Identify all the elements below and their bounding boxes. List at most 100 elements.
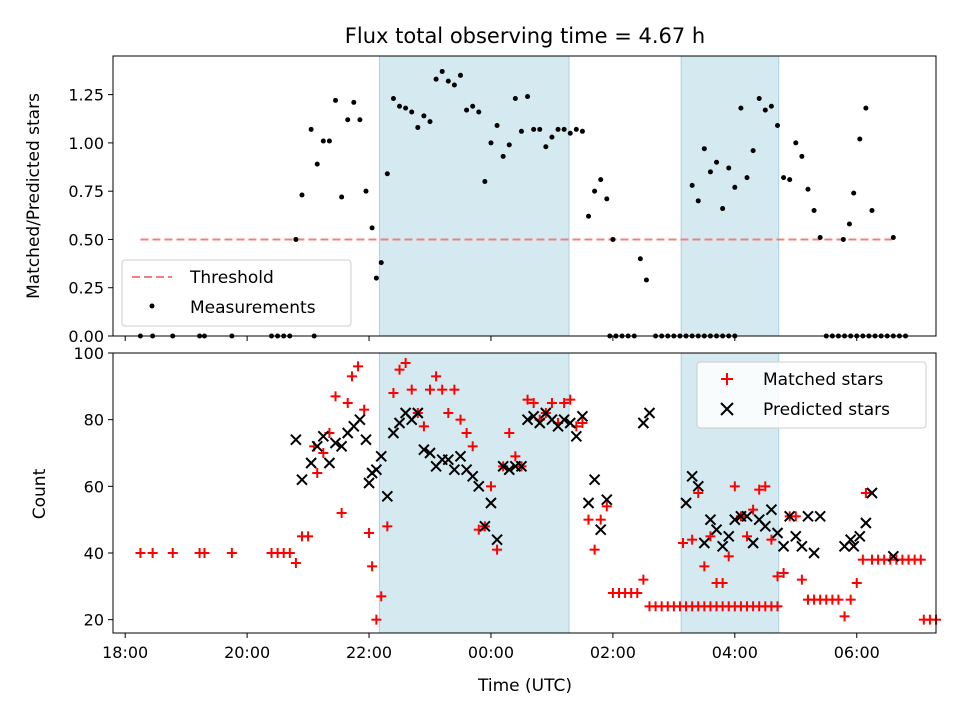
measurement-point — [863, 105, 869, 111]
measurement-point — [373, 275, 379, 281]
measurement-point — [592, 188, 598, 194]
predicted-star-point — [790, 530, 802, 543]
legend-threshold-label: Threshold — [189, 268, 274, 288]
measurement-point — [390, 95, 396, 101]
bottom-x-ticks: 18:00 20:00 22:00 00:00 02:00 04:00 06:00 — [102, 633, 880, 662]
top-shaded-spans — [378, 55, 780, 337]
predicted-star-point — [375, 450, 387, 463]
legend-measurements-swatch — [149, 303, 155, 309]
measurement-point — [512, 95, 518, 101]
bottom-y-ticks: 20 40 60 80 100 — [73, 344, 113, 630]
bottom-axes-frame — [112, 352, 937, 634]
matched-star-point — [790, 511, 801, 522]
predicted-star-point — [387, 427, 400, 439]
measurement-point — [567, 130, 573, 136]
measurement-point — [750, 148, 756, 154]
matched-star-point — [284, 548, 295, 558]
matched-star-point — [833, 594, 844, 605]
measurement-point — [293, 236, 299, 242]
matched-star-point — [135, 548, 146, 558]
predicted-star-point — [442, 453, 455, 466]
predicted-star-point — [354, 413, 366, 426]
matched-star-point — [167, 548, 178, 558]
predicted-star-point — [570, 430, 583, 443]
measurement-point — [314, 161, 320, 167]
measurement-point — [409, 109, 415, 115]
top-y-ticks: 0.00 0.25 0.50 0.75 1.00 1.25 — [68, 86, 113, 346]
shaded-span — [378, 352, 570, 634]
matched-star-point — [346, 371, 357, 382]
matched-star-point — [492, 544, 503, 555]
top-panel: 0.00 0.25 0.50 0.75 1.00 1.25 Flux total obse… — [24, 24, 937, 346]
shaded-span — [378, 55, 570, 337]
matched-star-point — [729, 481, 740, 492]
legend-matched-label: Matched stars — [763, 370, 883, 390]
predicted-star-point — [741, 510, 753, 523]
measurement-point — [421, 113, 427, 119]
measurement-point — [320, 138, 326, 144]
matched-star-point — [336, 508, 347, 518]
matched-star-point — [860, 488, 871, 498]
measurement-point — [299, 192, 305, 198]
predicted-star-point — [503, 463, 515, 476]
matched-star-point — [226, 548, 237, 558]
x-tick-label: 04:00 — [712, 643, 758, 662]
measurement-point — [793, 140, 799, 146]
predicted-star-point — [777, 540, 790, 553]
predicted-star-point — [692, 480, 704, 493]
matched-star-point — [394, 364, 405, 375]
measurement-point — [714, 159, 720, 165]
matched-star-point — [760, 481, 771, 492]
matched-star-point — [467, 441, 478, 452]
predicted-star-point — [802, 510, 814, 523]
legend-predicted-swatch — [720, 402, 734, 416]
predicted-star-point — [473, 480, 485, 493]
y-tick-label: 1.25 — [68, 86, 104, 105]
predicted-star-point — [796, 540, 808, 553]
matched-star-point — [559, 398, 570, 408]
predicted-star-point — [887, 550, 900, 563]
y-tick-label: 100 — [73, 344, 104, 363]
measurement-point — [762, 107, 768, 113]
y-tick-label: 1.00 — [68, 134, 104, 153]
matched-star-point — [778, 568, 789, 578]
matched-star-point — [359, 404, 370, 415]
predicted-star-point — [363, 477, 375, 489]
measurement-point — [439, 68, 445, 74]
predicted-star-point — [335, 440, 348, 453]
matched-star-point — [437, 384, 448, 395]
predicted-star-point — [534, 417, 546, 429]
top-legend-box — [121, 259, 352, 327]
legend-matched-swatch — [721, 373, 733, 385]
measurement-point — [732, 184, 738, 190]
measurement-point — [561, 126, 567, 132]
measurement-point — [549, 134, 555, 140]
measurement-point — [537, 126, 543, 132]
predicted-star-point — [588, 473, 601, 486]
measurement-point — [846, 221, 852, 227]
predicted-star-point — [393, 417, 406, 429]
measurement-point — [308, 126, 314, 132]
y-tick-label: 0.50 — [68, 230, 104, 249]
matched-star-point — [839, 611, 850, 622]
measurement-point — [397, 103, 403, 109]
predicted-star-point — [783, 510, 796, 523]
matched-star-point — [367, 561, 378, 572]
matched-star-point — [425, 384, 436, 395]
matched-star-point — [364, 528, 375, 538]
matched-star-point — [546, 398, 557, 408]
matched-star-points — [135, 358, 941, 625]
predicted-star-point — [564, 417, 576, 429]
measurement-point — [744, 175, 750, 181]
matched-star-point — [638, 574, 649, 585]
predicted-star-point — [317, 430, 330, 443]
measurement-point — [500, 153, 506, 159]
predicted-star-point — [698, 537, 711, 549]
matched-star-point — [312, 468, 323, 478]
predicted-star-point — [305, 457, 317, 469]
matched-star-point — [485, 481, 496, 492]
measurement-point — [384, 171, 390, 177]
predicted-star-point — [729, 513, 741, 526]
matched-star-point — [699, 561, 710, 572]
measurement-point — [726, 165, 732, 171]
